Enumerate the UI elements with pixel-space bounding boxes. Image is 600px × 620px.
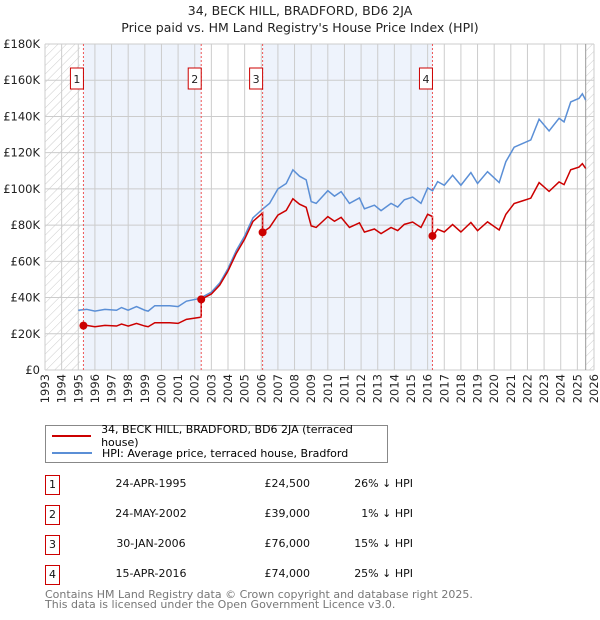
sale-row: 1 24-APR-1995 £24,500 26% ↓ HPI [45,475,413,495]
x-tick-label: 2009 [304,374,318,403]
sale-label-box [187,67,202,90]
sale-label-box [69,67,84,90]
price-chart: 1993 1994 1995 1996 1997 1998 1999 2000 2001 2002… [3,37,600,403]
shaded-band [262,44,433,370]
property-price-line [83,162,587,328]
y-tick-label: £100K [3,182,40,196]
x-tick-label: 2023 [537,374,551,403]
sale-label-box [249,67,264,90]
sale-point [428,231,437,240]
sale-hpi-diff: 1% ↓ HPI [361,507,413,520]
sale-price: £24,500 [264,477,311,490]
y-tick-label: £20K [11,327,41,341]
x-tick-label: 2002 [188,374,202,403]
sale-date: 24-APR-1995 [115,477,187,490]
x-tick-label: 2024 [554,374,568,403]
x-tick-label: 2015 [404,374,418,403]
sale-date: 15-APR-2016 [115,567,187,580]
footer-copyright: Contains HM Land Registry data © Crown c… [45,588,473,601]
y-tick-label: £40K [11,291,41,305]
x-tick-label: 2012 [354,374,368,403]
sale-hpi-diff: 15% ↓ HPI [354,537,413,550]
y-tick-label: £80K [11,218,41,232]
sale-number: 4 [45,565,60,585]
x-tick-label: 2011 [337,374,351,403]
x-tick-label: 1995 [71,374,85,403]
sale-number: 1 [45,475,60,495]
x-tick-label: 1996 [88,374,102,403]
sale-label-number: 1 [73,73,80,86]
x-tick-label: 2007 [271,374,285,403]
hpi-line [78,92,587,312]
x-tick-label: 2016 [421,374,435,403]
x-tick-label: 2003 [204,374,218,403]
x-tick-label: 2018 [454,374,468,403]
x-tick-label: 1999 [138,374,152,403]
sale-point [79,321,88,330]
footer-licence: This data is licensed under the Open Gov… [45,598,396,611]
x-tick-label: 2000 [154,374,168,403]
sale-date: 24-MAY-2002 [115,507,187,520]
x-tick-label: 2005 [238,374,252,403]
x-tick-label: 2017 [437,374,451,403]
shaded-band [83,44,202,370]
chart-subtitle: Price paid vs. HM Land Registry's House … [121,20,479,35]
sale-number: 3 [45,535,60,555]
y-tick-label: £120K [3,146,40,160]
x-tick-label: 2025 [570,374,584,403]
x-tick-label: 2020 [487,374,501,403]
x-tick-label: 2014 [387,374,401,403]
sale-date: 30-JAN-2006 [116,537,186,550]
sale-number: 2 [45,505,60,525]
x-tick-label: 2010 [321,374,335,403]
sale-label-number: 3 [253,73,260,86]
y-tick-label: £60K [11,254,41,268]
sale-row: 2 24-MAY-2002 £39,000 1% ↓ HPI [45,505,413,525]
x-tick-label: 2008 [288,374,302,403]
y-tick-label: £180K [3,37,40,51]
chart-title: 34, BECK HILL, BRADFORD, BD6 2JA [187,3,413,18]
sale-point [197,295,206,304]
x-tick-label: 2026 [587,374,600,403]
chart-legend: 34, BECK HILL, BRADFORD, BD6 2JA (terrac… [45,423,388,463]
y-tick-label: £160K [3,73,40,87]
sale-label-number: 4 [422,73,429,86]
x-tick-label: 1997 [105,374,119,403]
x-tick-label: 2021 [504,374,518,403]
x-tick-label: 2006 [254,374,268,403]
sale-row: 3 30-JAN-2006 £76,000 15% ↓ HPI [45,535,413,555]
sale-hpi-diff: 25% ↓ HPI [354,567,413,580]
no-data-hatch [45,44,81,370]
sale-point [258,228,267,237]
x-tick-label: 2019 [471,374,485,403]
legend-label-property: 34, BECK HILL, BRADFORD, BD6 2JA (terrac… [101,423,353,449]
legend-swatch-property [52,435,92,437]
sale-price: £74,000 [264,567,311,580]
legend-label-hpi: HPI: Average price, terraced house, Brad… [102,446,349,460]
sale-label-number: 2 [191,73,198,86]
x-tick-label: 2004 [221,374,235,403]
sale-price: £76,000 [264,537,311,550]
x-tick-label: 1994 [55,374,69,403]
sale-row: 4 15-APR-2016 £74,000 25% ↓ HPI [45,565,413,585]
legend-swatch-hpi [52,452,92,454]
sale-label-box [418,67,433,90]
x-tick-label: 1993 [38,374,52,403]
x-tick-label: 2022 [520,374,534,403]
y-tick-label: £0 [25,363,40,377]
sale-hpi-diff: 26% ↓ HPI [354,477,413,490]
x-tick-label: 2001 [171,374,185,403]
no-data-hatch [585,44,594,370]
x-tick-label: 1998 [121,374,135,403]
sale-price: £39,000 [264,507,311,520]
x-tick-label: 2013 [371,374,385,403]
y-tick-label: £140K [3,109,40,123]
